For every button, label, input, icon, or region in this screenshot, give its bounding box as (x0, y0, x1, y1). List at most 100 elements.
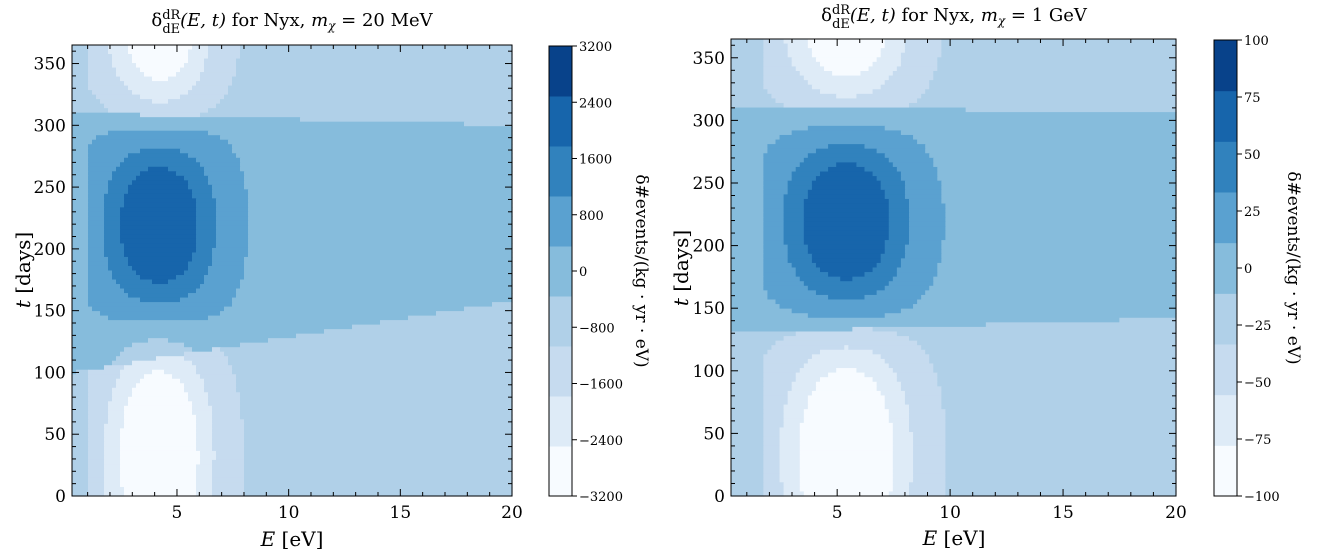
contour-cell (913, 432, 947, 438)
contour-cell (72, 108, 109, 114)
contour-cell (783, 336, 910, 342)
contour-cell (140, 94, 181, 100)
contour-cell (763, 395, 789, 401)
contour-cell (196, 365, 233, 371)
contour-cell (248, 243, 513, 249)
contour-cell (884, 404, 910, 410)
contour-cell (140, 378, 181, 384)
y-tick-label: 200 (34, 240, 66, 260)
contour-cell (240, 162, 513, 168)
contour-cell (88, 153, 129, 159)
contour-cell (892, 368, 934, 374)
contour-cell (88, 432, 105, 438)
contour-cell (783, 418, 805, 424)
contour-cell (731, 267, 764, 273)
contour-cell (771, 93, 837, 100)
contour-cell (72, 58, 89, 64)
contour-cell (124, 247, 197, 254)
contour-cell (880, 253, 906, 259)
contour-cell (731, 432, 764, 438)
contour-cell (88, 369, 121, 375)
contour-cell (104, 464, 121, 470)
contour-cell (220, 347, 513, 353)
contour-cell (104, 247, 125, 254)
contour-cell (937, 377, 1177, 383)
contour-cell (731, 48, 764, 54)
contour-cell (88, 238, 105, 245)
contour-cell (791, 171, 821, 177)
contour-cell (904, 253, 942, 259)
contour-cell (985, 322, 1177, 328)
colorbar-tick-label: −3200 (579, 490, 623, 505)
contour-cell (763, 413, 785, 419)
contour-cell (763, 473, 781, 479)
contour-cell (904, 244, 942, 250)
contour-cell (176, 72, 201, 78)
contour-cell (200, 284, 241, 290)
contour-cell (884, 358, 930, 365)
contour-cell (196, 247, 213, 254)
contour-cell (763, 249, 789, 255)
contour-cell (884, 39, 906, 45)
contour-cell (72, 121, 465, 127)
contour-cell (763, 441, 781, 447)
contour-cell (763, 258, 789, 264)
contour-cell (933, 157, 1177, 163)
contour-cell (88, 473, 105, 479)
contour-cell (72, 392, 89, 398)
contour-cell (731, 61, 764, 68)
contour-cell (72, 324, 353, 330)
contour-cell (120, 229, 197, 236)
contour-cell (244, 175, 513, 181)
contour-cell (925, 144, 1177, 150)
contour-cell (188, 265, 209, 272)
contour-cell (763, 454, 781, 461)
contour-cell (731, 477, 764, 483)
contour-cell (803, 75, 890, 81)
contour-cell (783, 409, 805, 415)
contour-cell (180, 297, 233, 303)
contour-cell (196, 207, 217, 213)
contour-cell (72, 90, 93, 96)
contour-cell (731, 281, 764, 287)
contour-cell (815, 386, 878, 392)
contour-cell (836, 93, 858, 100)
contour-cell (787, 253, 813, 259)
contour-cell (104, 437, 121, 443)
contour-cell (945, 482, 1177, 488)
contour-cell (184, 356, 229, 362)
contour-cell (945, 217, 1177, 223)
contour-cell (96, 135, 221, 141)
contour-cell (888, 235, 910, 241)
contour-cell (803, 491, 890, 497)
contour-cell (799, 427, 894, 433)
contour-cell (72, 396, 89, 402)
contour-cell (783, 208, 805, 214)
contour-cell (168, 279, 205, 285)
colorbar-segment (1214, 242, 1237, 294)
contour-cell (791, 381, 817, 387)
contour-cell (779, 441, 801, 447)
contour-cell (767, 89, 821, 95)
contour-cell (731, 262, 764, 269)
contour-cell (216, 234, 249, 240)
contour-cell (937, 166, 1177, 173)
contour-cell (909, 418, 947, 424)
contour-cell (779, 454, 801, 461)
contour-cell (136, 383, 185, 389)
contour-cell (913, 450, 947, 456)
contour-cell (763, 432, 781, 438)
contour-cell (88, 220, 105, 226)
contour-cell (96, 94, 141, 100)
contour-cell (731, 176, 764, 182)
contour-cell (791, 176, 817, 182)
contour-cell (904, 185, 942, 191)
contour-cell (820, 61, 874, 68)
contour-cell (941, 400, 1177, 406)
contour-cell (820, 377, 874, 383)
contour-cell (783, 212, 805, 218)
contour-cell (1119, 317, 1177, 323)
contour-cell (896, 272, 938, 278)
contour-cell (803, 221, 890, 227)
contour-cell (763, 84, 813, 90)
